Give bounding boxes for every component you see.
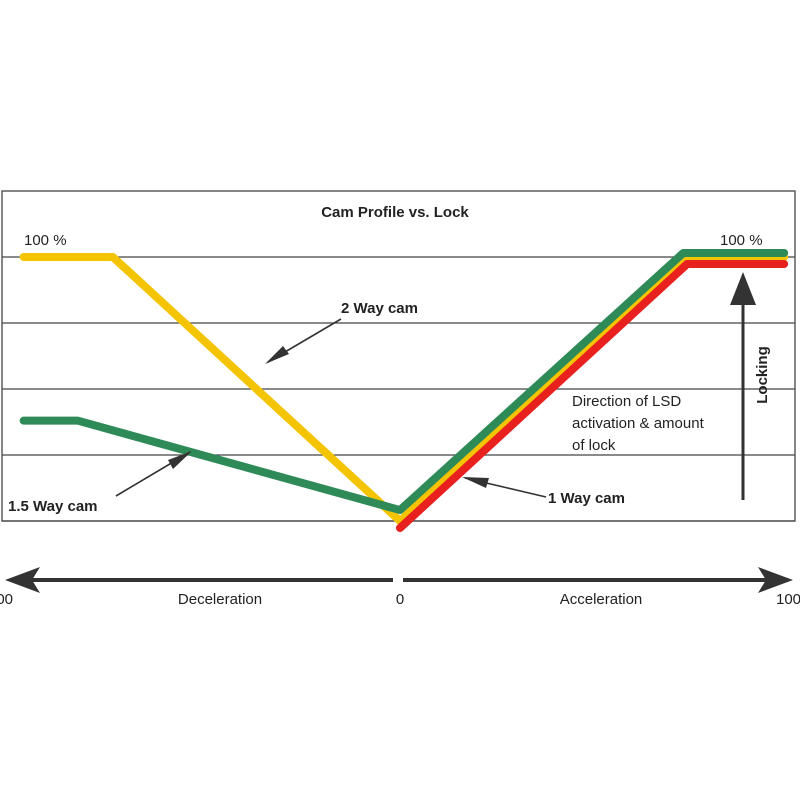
- x-tick-right: 100: [776, 591, 800, 608]
- label-1-way-cam: 1 Way cam: [548, 490, 625, 507]
- x-axis: [5, 567, 793, 593]
- deceleration-arrowhead: [5, 567, 40, 593]
- direction-line-1: Direction of LSD: [572, 393, 681, 410]
- one-five-way-arrowhead: [168, 451, 192, 469]
- direction-line-2: activation & amount: [572, 415, 705, 432]
- chart-title: Cam Profile vs. Lock: [321, 204, 469, 221]
- locking-arrowhead: [730, 272, 756, 305]
- annotation-arrows: [115, 272, 756, 500]
- label-2-way-cam: 2 Way cam: [341, 300, 418, 317]
- x-tick-zero: 0: [396, 591, 404, 608]
- series-1-way-cam: [396, 260, 789, 532]
- one-way-arrowhead: [462, 477, 489, 488]
- locking-label: Locking: [754, 346, 771, 404]
- chart-frame: [1, 190, 796, 522]
- max-label-left: 100 %: [24, 232, 67, 249]
- acceleration-label: Acceleration: [560, 591, 643, 608]
- acceleration-arrowhead: [758, 567, 793, 593]
- max-label-right: 100 %: [720, 232, 763, 249]
- label-1-5-way-cam: 1.5 Way cam: [8, 498, 98, 515]
- series-1-5-way-cam: [19, 249, 789, 515]
- direction-line-3: of lock: [572, 437, 616, 454]
- two-way-arrowhead: [265, 346, 289, 364]
- gridlines: [2, 256, 795, 522]
- x-tick-left: 100: [0, 591, 13, 608]
- deceleration-label: Deceleration: [178, 591, 262, 608]
- series-lines: [19, 249, 789, 532]
